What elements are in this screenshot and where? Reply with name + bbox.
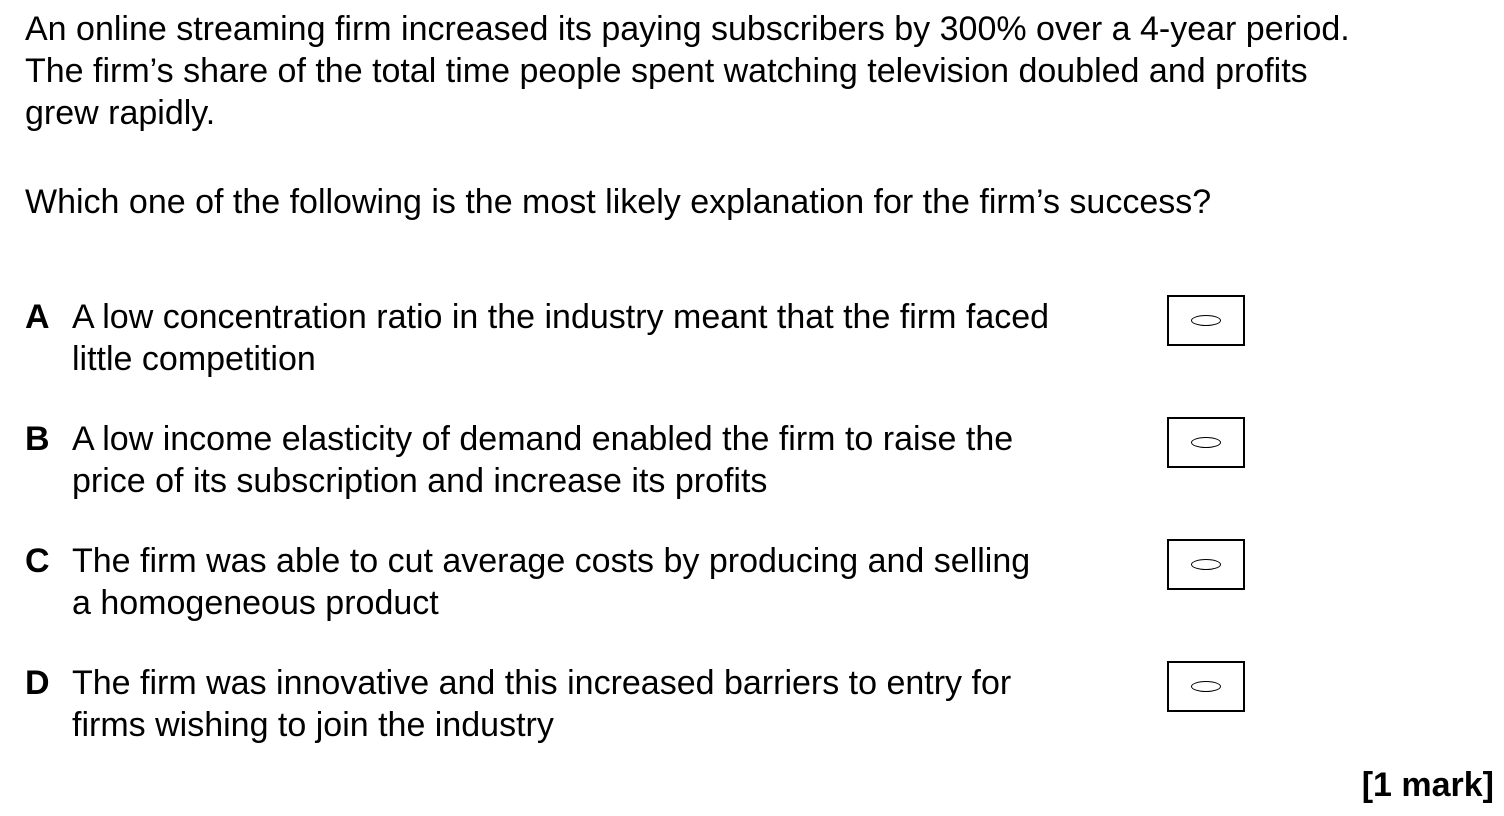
option-b: B A low income elasticity of demand enab… [25, 417, 1265, 508]
option-a: A A low concentration ratio in the indus… [25, 295, 1265, 386]
oval-radio-icon[interactable] [1191, 681, 1221, 692]
option-letter: C [25, 542, 50, 580]
answer-box-b[interactable] [1167, 417, 1245, 468]
option-text: The firm was able to cut average costs b… [72, 540, 1147, 624]
stem-line: The firm’s share of the total time peopl… [25, 52, 1308, 90]
option-text: The firm was innovative and this increas… [72, 662, 1147, 746]
question-stem: An online streaming firm increased its p… [25, 8, 1475, 134]
oval-radio-icon[interactable] [1191, 437, 1221, 448]
option-text-line: a homogeneous product [72, 584, 439, 622]
oval-radio-icon[interactable] [1191, 315, 1221, 326]
answer-box-d[interactable] [1167, 661, 1245, 712]
option-text-line: The firm was able to cut average costs b… [72, 542, 1031, 580]
option-text: A low concentration ratio in the industr… [72, 296, 1147, 380]
option-text-line: A low concentration ratio in the industr… [72, 298, 1050, 336]
answer-box-a[interactable] [1167, 295, 1245, 346]
option-text-line: little competition [72, 340, 316, 378]
oval-radio-icon[interactable] [1191, 559, 1221, 570]
option-letter: D [25, 664, 50, 702]
option-text-line: price of its subscription and increase i… [72, 462, 768, 500]
option-d: D The firm was innovative and this incre… [25, 661, 1265, 752]
option-text: A low income elasticity of demand enable… [72, 418, 1147, 502]
option-c: C The firm was able to cut average costs… [25, 539, 1265, 630]
option-letter: B [25, 420, 50, 458]
option-text-line: firms wishing to join the industry [72, 706, 554, 744]
option-text-line: A low income elasticity of demand enable… [72, 420, 1014, 458]
marks-label: [1 mark] [1361, 766, 1494, 804]
stem-line: grew rapidly. [25, 94, 216, 132]
option-letter: A [25, 298, 50, 336]
option-text-line: The firm was innovative and this increas… [72, 664, 1012, 702]
stem-line: An online streaming firm increased its p… [25, 10, 1350, 48]
question-prompt: Which one of the following is the most l… [25, 183, 1212, 221]
answer-box-c[interactable] [1167, 539, 1245, 590]
